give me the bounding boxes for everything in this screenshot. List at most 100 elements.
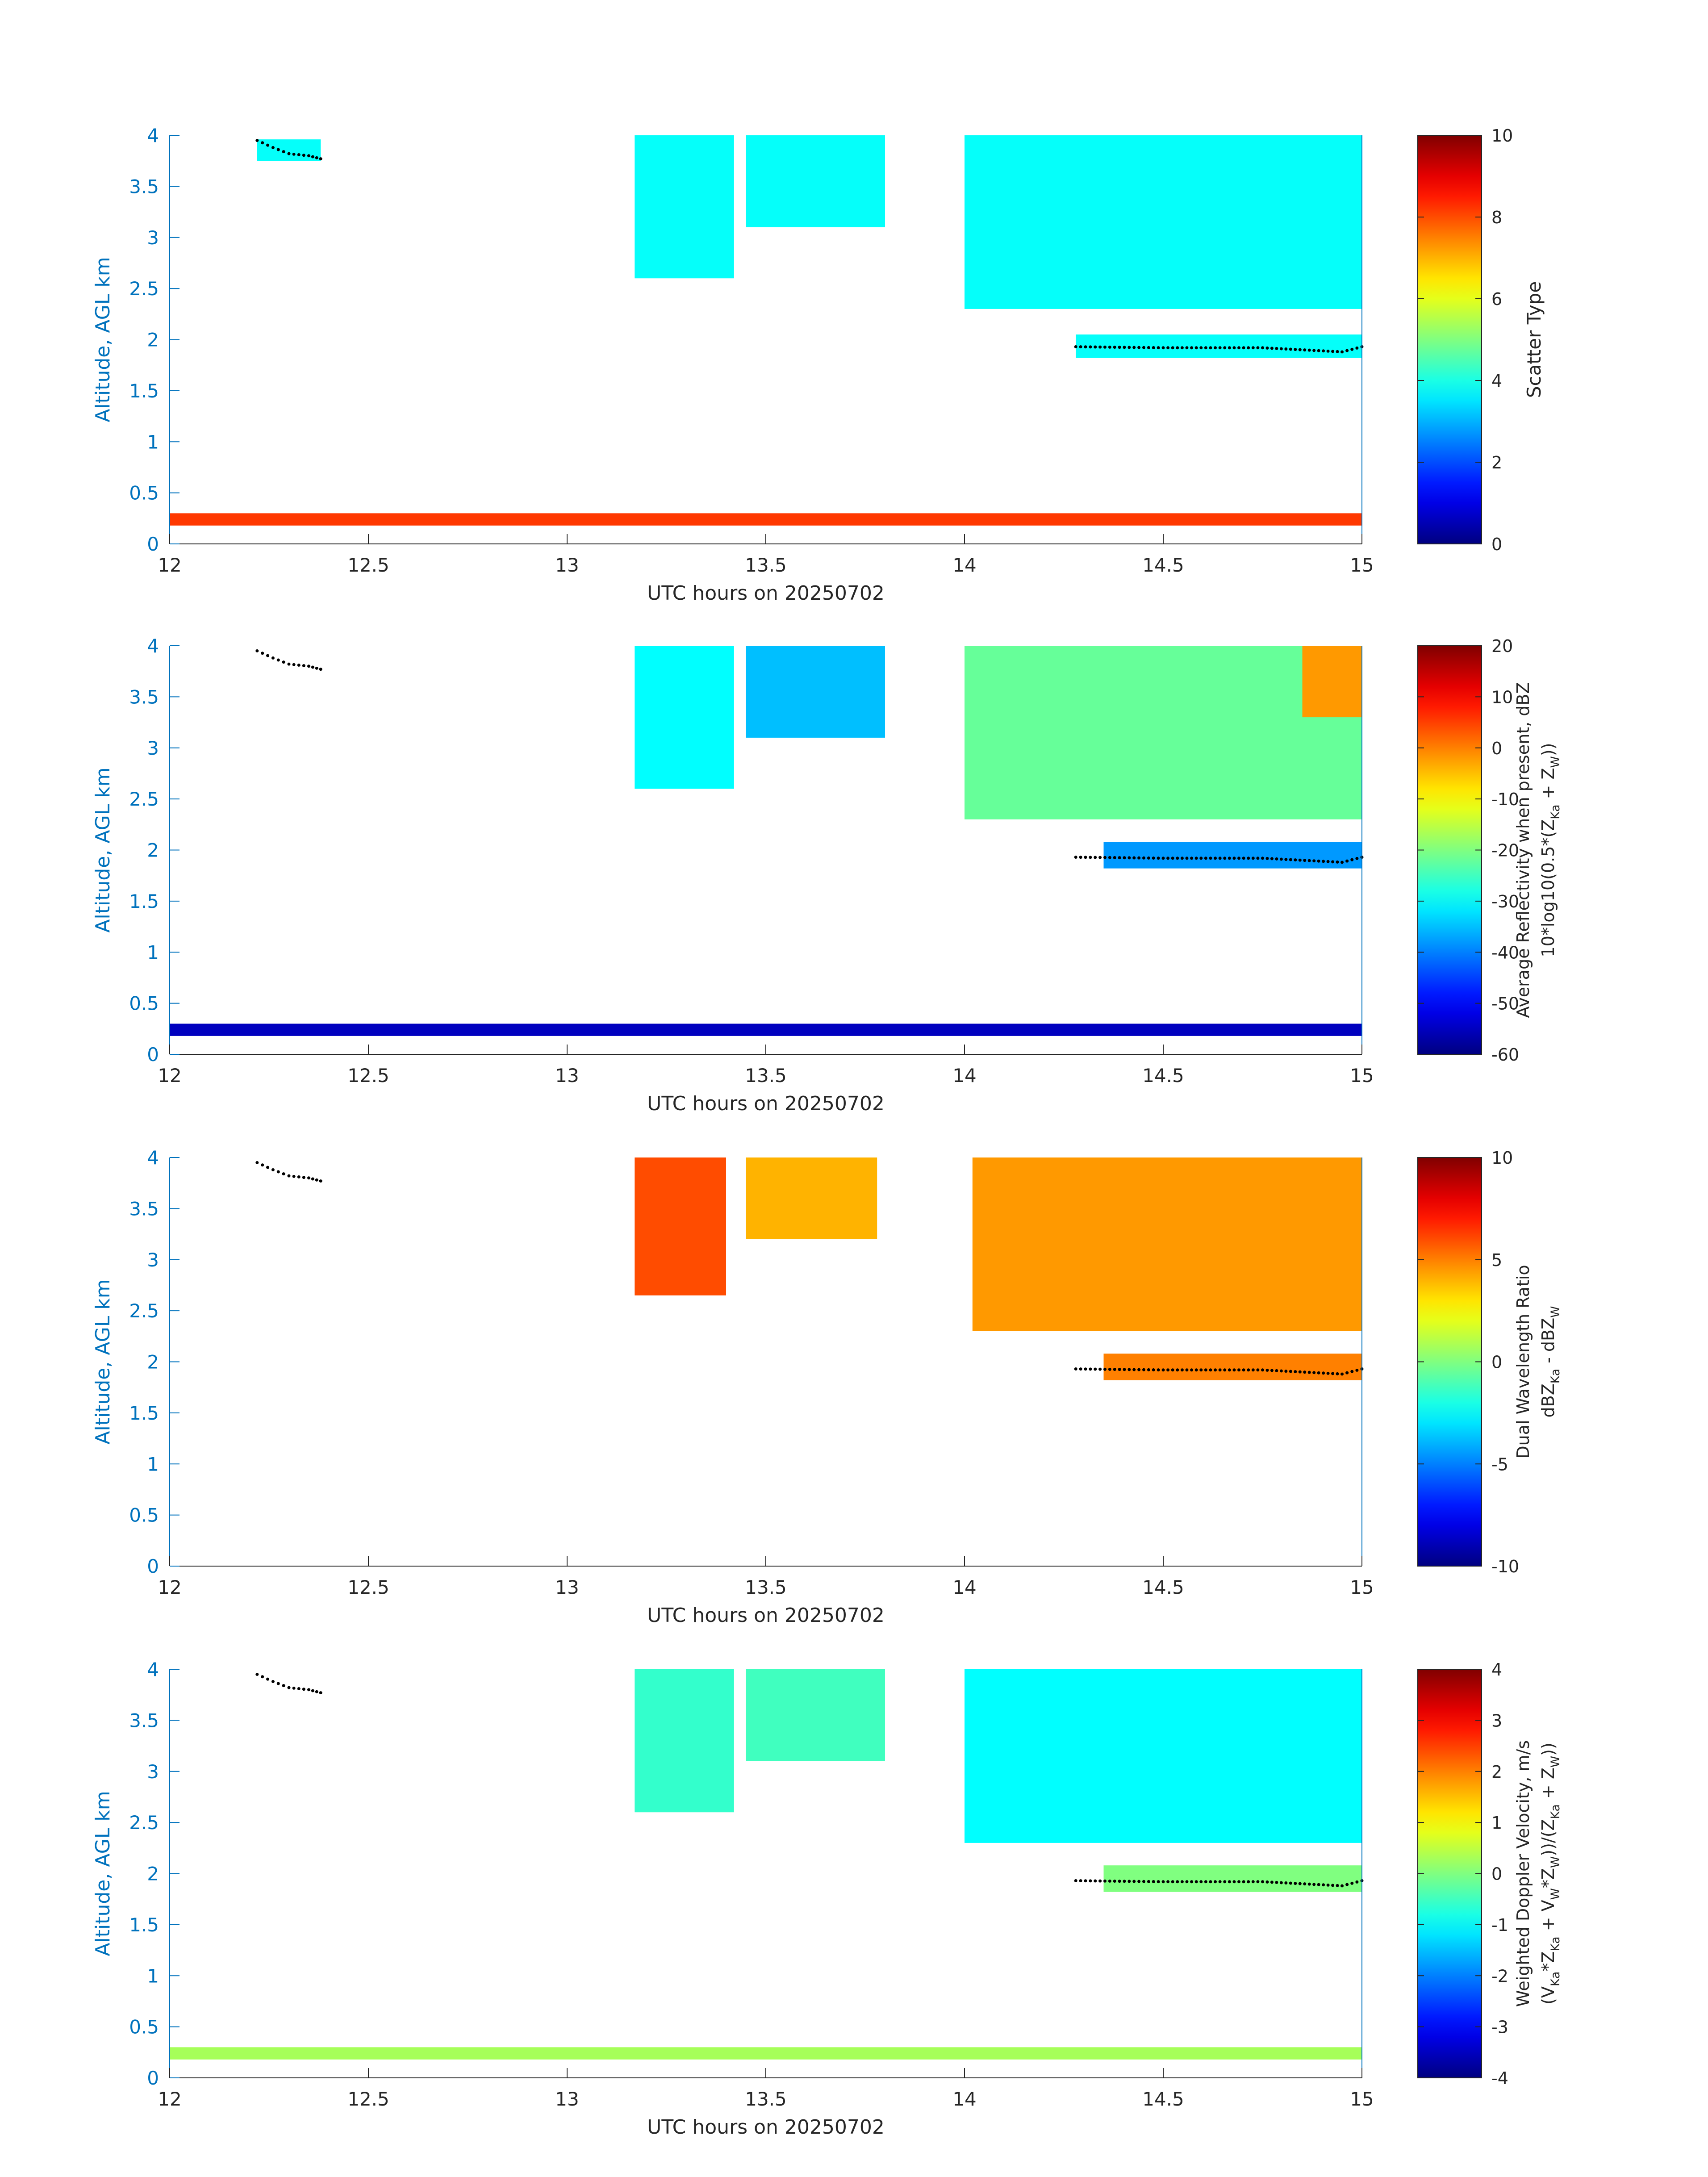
colorbar-tick-label: 2 — [1491, 453, 1502, 472]
x-tick-label: 14.5 — [1142, 2088, 1184, 2110]
y-tick-label: 0 — [147, 1044, 159, 1066]
marker-point — [1223, 857, 1227, 860]
marker-point — [1113, 1368, 1116, 1371]
marker-point — [1108, 345, 1111, 349]
panel-doppler-velocity: 12 12.5 13 13.5 14 14.5 1500.511.522.533.54UTC… — [92, 1659, 1562, 2139]
marker-point — [1312, 349, 1316, 352]
colorbar-tick-label: 2 — [1491, 1762, 1502, 1782]
y-tick-label: 3 — [147, 737, 159, 759]
x-tick-label: 14.5 — [1142, 554, 1184, 576]
x-axis-label: UTC hours on 20250702 — [647, 1092, 885, 1115]
marker-point — [287, 662, 291, 666]
marker-point — [1084, 1879, 1087, 1883]
colorbar-label: Average Reflectivity when present, dBZ 10… — [1513, 682, 1562, 1018]
colorbar-tick-label: -4 — [1491, 2068, 1508, 2088]
marker-point — [1350, 858, 1354, 861]
x-tick-label: 14 — [952, 1576, 976, 1598]
marker-point — [1152, 346, 1155, 350]
marker-point — [1270, 857, 1274, 861]
x-axis-label: UTC hours on 20250702 — [647, 582, 885, 605]
marker-point — [1326, 1371, 1330, 1375]
y-tick-label: 2.5 — [129, 788, 159, 810]
marker-point — [255, 138, 259, 142]
y-tick-label: 0 — [147, 2067, 159, 2089]
heatmap-region — [1302, 646, 1362, 718]
colorbar-tick-label: 10 — [1491, 126, 1513, 146]
colorbar-tick-label: 1 — [1491, 1813, 1502, 1833]
colorbar-tick-label: 20 — [1491, 636, 1513, 656]
colorbar-tick-label: 0 — [1491, 535, 1502, 554]
marker-point — [266, 1166, 270, 1169]
x-tick-label: 12 — [158, 2088, 181, 2110]
marker-point — [1132, 1880, 1136, 1883]
marker-point — [1232, 1880, 1236, 1884]
marker-point — [1128, 856, 1131, 860]
marker-point — [1166, 346, 1170, 350]
y-tick-label: 0.5 — [129, 2016, 159, 2038]
marker-point — [1180, 857, 1184, 860]
marker-point — [1180, 346, 1184, 350]
marker-point — [1242, 1368, 1245, 1372]
marker-point — [1137, 1368, 1141, 1371]
heatmap-cells — [635, 1157, 1362, 1380]
colorbar-tick-label: -5 — [1491, 1454, 1508, 1474]
x-tick-label: 13 — [555, 554, 579, 576]
heatmap-region — [635, 135, 734, 279]
marker-point — [1275, 1880, 1278, 1884]
marker-point — [1103, 345, 1107, 349]
colorbar-gradient — [1417, 645, 1482, 1055]
marker-point — [1237, 1880, 1241, 1884]
x-tick-label: 12.5 — [347, 1576, 389, 1598]
marker-point — [1298, 1370, 1302, 1374]
y-tick-label: 2.5 — [129, 1812, 159, 1834]
marker-point — [1166, 857, 1170, 860]
x-tick-label: 14.5 — [1142, 1065, 1184, 1086]
marker-point — [1094, 345, 1097, 349]
x-tick-label: 12.5 — [347, 2088, 389, 2110]
colorbar-label-line: dBZKa​ - dBZW​ — [1538, 1306, 1562, 1418]
marker-point — [1326, 1883, 1330, 1887]
colorbar-gradient — [1417, 135, 1482, 544]
heatmap-region — [972, 1157, 1362, 1331]
colorbar: -4 -3 -2 -1 0 1 2 3 4 Weighted Doppler Velocity, … — [1417, 1660, 1562, 2088]
marker-point — [1284, 1369, 1288, 1373]
marker-point — [1307, 859, 1311, 862]
colorbar-label-line: Scatter Type — [1523, 281, 1545, 398]
marker-point — [1232, 1368, 1236, 1372]
marker-point — [1204, 1368, 1207, 1372]
heatmap-region — [170, 2047, 1362, 2060]
marker-point — [276, 658, 280, 662]
y-tick-label: 2 — [147, 329, 159, 351]
marker-point — [1171, 346, 1174, 350]
y-tick-label: 0.5 — [129, 1504, 159, 1526]
marker-point — [1194, 857, 1198, 860]
marker-point — [1094, 1879, 1097, 1883]
y-tick-label: 3 — [147, 1249, 159, 1271]
marker-point — [1322, 349, 1325, 353]
colorbar: 0 2 4 6 8 10 Scatter Type — [1417, 126, 1545, 554]
marker-point — [1079, 856, 1082, 859]
marker-point — [1180, 1368, 1184, 1372]
marker-point — [1341, 861, 1344, 864]
marker-point — [1185, 1880, 1189, 1884]
marker-point — [1190, 346, 1194, 350]
marker-point — [1084, 1367, 1087, 1371]
marker-point — [1270, 1880, 1274, 1884]
marker-point — [1142, 1368, 1145, 1371]
colorbar-label-line: Weighted Doppler Velocity, m/s — [1513, 1740, 1533, 2007]
marker-point — [1350, 1370, 1354, 1373]
marker-point — [1317, 859, 1320, 863]
marker-point — [1289, 1370, 1292, 1373]
y-axis-label: Altitude, AGL km — [92, 767, 114, 932]
marker-point — [1098, 856, 1102, 859]
marker-point — [261, 652, 264, 655]
heatmap-region — [746, 1157, 877, 1239]
y-tick-label: 4 — [147, 1147, 159, 1169]
marker-point — [1137, 856, 1141, 860]
marker-point — [1336, 1884, 1339, 1887]
marker-point — [1161, 346, 1165, 350]
marker-point — [1261, 346, 1264, 350]
marker-point — [1161, 1368, 1165, 1372]
marker-point — [307, 664, 310, 668]
